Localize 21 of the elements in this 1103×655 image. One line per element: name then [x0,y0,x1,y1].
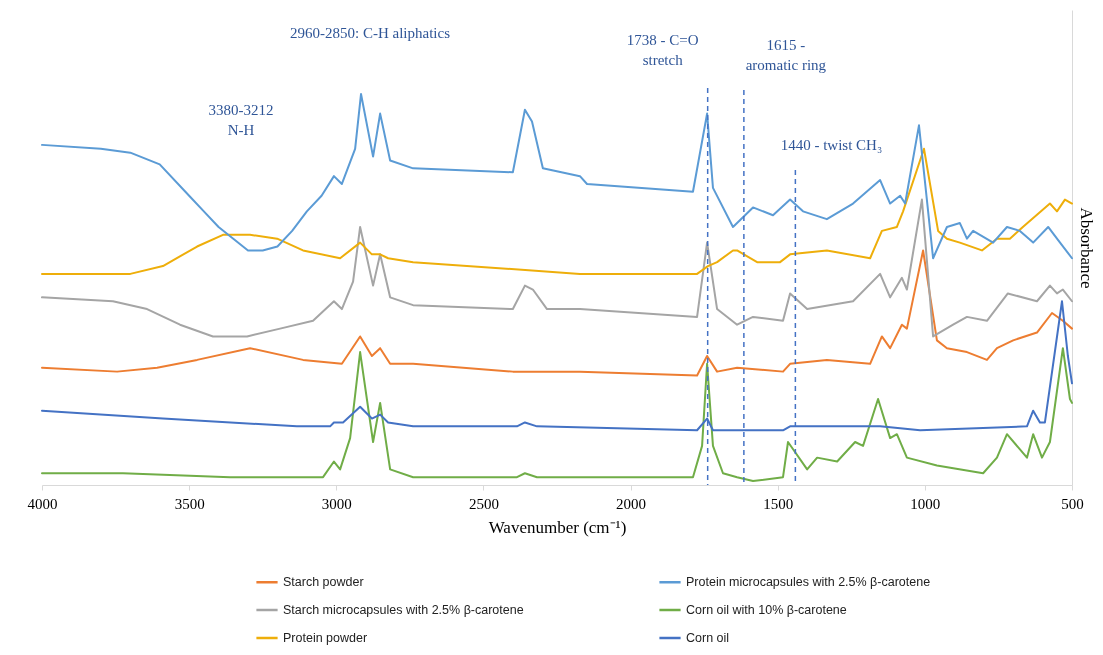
x-tick-label: 1500 [763,495,794,512]
legend-label: Corn oil [686,631,730,645]
x-tick-label: 2000 [616,495,647,512]
ref-line-label: 1738 - C=O stretch [626,32,699,68]
ref-line-label: 1440 - twist CH₃ [780,137,883,153]
annotation: 3380-3212 N-H [208,102,274,138]
legend-label: Corn oil with 10% β-carotene [686,603,847,617]
x-tick-label: 3500 [174,495,205,512]
y-axis-title: Absorbance [1076,207,1096,289]
x-tick-label: 2500 [468,495,499,512]
x-axis-title: Wavenumber (cm⁻¹) [488,517,627,537]
legend-label: Protein microcapsules with 2.5% β-carotene [686,575,931,590]
x-tick-label: 1000 [910,495,941,512]
x-tick-label: 4000 [27,495,58,512]
legend-label: Starch powder [283,575,364,590]
text: 2960-2850: C-H aliphatics [290,25,451,41]
legend-label: Starch microcapsules with 2.5% β-carotene [283,603,524,617]
x-tick-label: 3000 [321,495,352,512]
x-tick-label: 500 [1061,495,1084,512]
legend-label: Protein powder [283,631,368,645]
ref-line-label: 1615 - aromatic ring [745,37,827,73]
